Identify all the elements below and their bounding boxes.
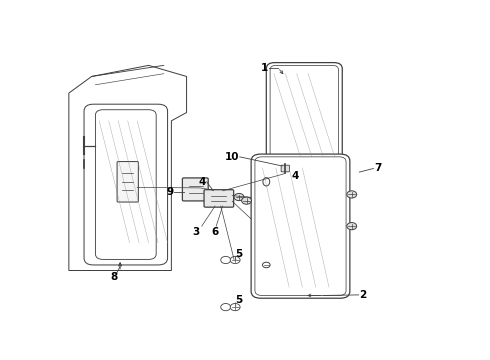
FancyBboxPatch shape xyxy=(251,154,350,298)
Circle shape xyxy=(347,191,357,198)
Circle shape xyxy=(230,256,240,264)
Ellipse shape xyxy=(263,177,270,186)
Text: 6: 6 xyxy=(211,227,219,237)
Text: 4: 4 xyxy=(198,177,206,187)
FancyBboxPatch shape xyxy=(281,165,290,172)
Text: 5: 5 xyxy=(235,296,243,305)
Circle shape xyxy=(230,303,240,311)
Text: 2: 2 xyxy=(360,290,367,300)
FancyBboxPatch shape xyxy=(204,190,234,207)
FancyBboxPatch shape xyxy=(182,178,208,201)
FancyBboxPatch shape xyxy=(255,157,346,296)
FancyBboxPatch shape xyxy=(267,63,342,168)
Text: 9: 9 xyxy=(166,187,173,197)
Circle shape xyxy=(242,197,251,204)
Circle shape xyxy=(220,256,231,264)
Text: 4: 4 xyxy=(291,171,298,181)
Circle shape xyxy=(347,222,357,230)
Circle shape xyxy=(220,303,231,311)
Text: 5: 5 xyxy=(235,249,243,259)
Circle shape xyxy=(234,193,244,201)
FancyBboxPatch shape xyxy=(84,104,168,265)
Text: 7: 7 xyxy=(374,163,382,174)
FancyBboxPatch shape xyxy=(270,66,339,165)
FancyBboxPatch shape xyxy=(117,162,138,202)
Text: 10: 10 xyxy=(224,152,239,162)
Text: 3: 3 xyxy=(193,227,200,237)
FancyBboxPatch shape xyxy=(96,110,156,260)
Circle shape xyxy=(263,262,270,268)
Text: 8: 8 xyxy=(111,271,118,282)
Text: 1: 1 xyxy=(261,63,268,73)
